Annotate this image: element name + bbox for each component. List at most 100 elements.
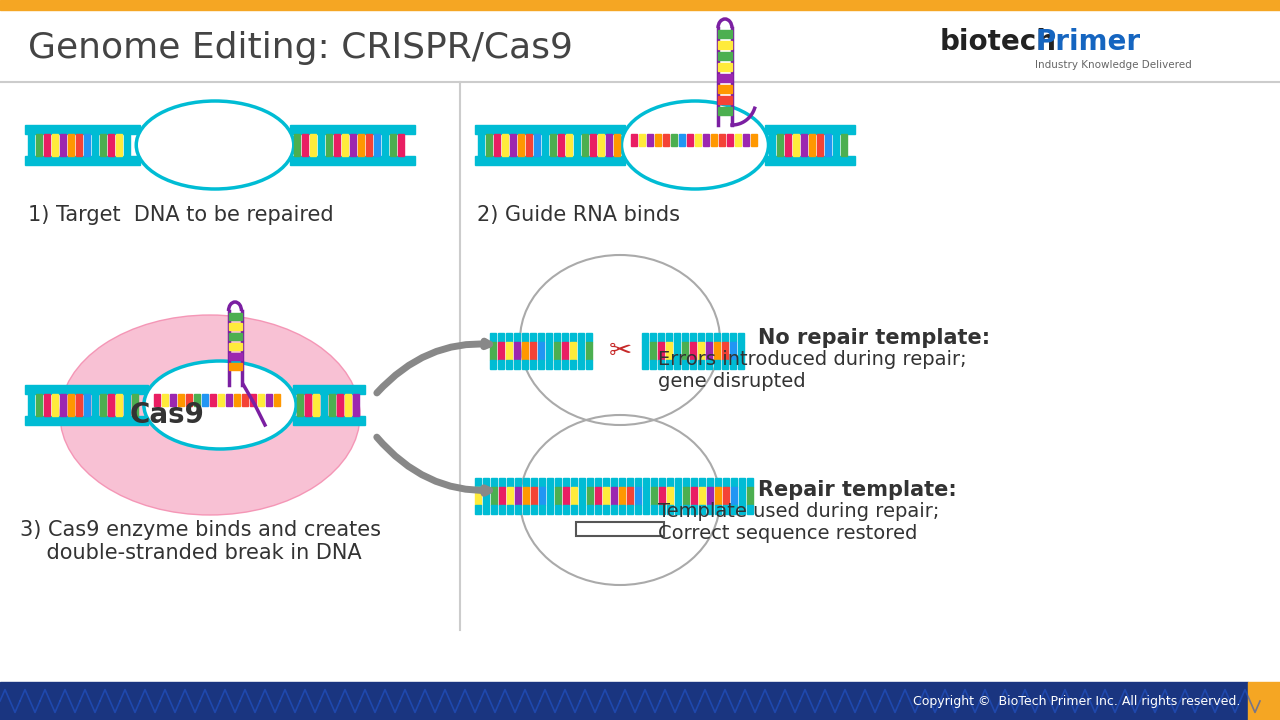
Bar	[169, 394, 175, 406]
Bar	[620, 505, 625, 514]
Bar	[620, 487, 625, 505]
Bar	[570, 333, 576, 342]
Bar	[655, 134, 660, 146]
Bar	[643, 360, 648, 369]
Bar	[274, 394, 279, 406]
Bar	[305, 394, 311, 416]
Bar	[522, 342, 529, 360]
Text: biotech: biotech	[940, 28, 1057, 56]
Bar	[718, 74, 732, 82]
Bar	[293, 416, 365, 425]
Bar	[524, 487, 529, 505]
Bar	[739, 342, 744, 360]
Bar	[684, 478, 689, 487]
Bar	[507, 505, 513, 514]
Bar	[570, 342, 576, 360]
Bar	[739, 505, 745, 514]
Bar	[92, 134, 99, 156]
Bar	[498, 333, 504, 342]
Bar	[475, 487, 481, 505]
Text: ✂: ✂	[608, 337, 631, 365]
Bar	[716, 505, 721, 514]
Bar	[643, 487, 649, 505]
Bar	[547, 342, 552, 360]
Bar	[718, 96, 732, 104]
Bar	[727, 134, 733, 146]
Bar	[716, 487, 721, 505]
Bar	[833, 134, 838, 156]
Bar	[748, 505, 753, 514]
Bar	[590, 134, 596, 156]
Bar	[0, 682, 1248, 720]
Bar	[76, 134, 82, 156]
Bar	[291, 125, 415, 134]
Bar	[652, 487, 657, 505]
Bar	[586, 333, 591, 342]
Bar	[579, 333, 584, 342]
Bar	[722, 360, 728, 369]
Bar	[730, 342, 736, 360]
Bar	[366, 134, 372, 156]
Bar	[547, 478, 553, 487]
Bar	[731, 478, 737, 487]
Bar	[483, 478, 489, 487]
Bar	[691, 505, 698, 514]
Bar	[586, 360, 591, 369]
Bar	[718, 52, 732, 60]
Bar	[751, 134, 756, 146]
Bar	[698, 360, 704, 369]
Text: 1) Target  DNA to be repaired: 1) Target DNA to be repaired	[28, 205, 334, 225]
Bar	[603, 487, 609, 505]
Bar	[312, 394, 319, 416]
Bar	[52, 394, 58, 416]
Bar	[477, 134, 484, 156]
Bar	[699, 487, 705, 505]
Bar	[132, 394, 138, 416]
Bar	[26, 156, 140, 165]
Bar	[731, 487, 737, 505]
Bar	[730, 333, 736, 342]
Bar	[707, 478, 713, 487]
Bar	[739, 360, 744, 369]
Bar	[687, 134, 692, 146]
Bar	[518, 134, 524, 156]
Bar	[723, 487, 730, 505]
Bar	[494, 134, 500, 156]
Bar	[675, 360, 680, 369]
Bar	[635, 505, 641, 514]
Bar	[730, 360, 736, 369]
Bar	[0, 0, 1280, 10]
Bar	[826, 134, 831, 156]
Bar	[675, 505, 681, 514]
Bar	[582, 134, 588, 156]
Bar	[603, 478, 609, 487]
Bar	[595, 487, 602, 505]
Bar	[522, 333, 529, 342]
Bar	[499, 487, 506, 505]
Bar	[352, 394, 358, 416]
Bar	[531, 478, 538, 487]
Bar	[124, 394, 131, 416]
Bar	[576, 522, 664, 536]
Bar	[691, 478, 698, 487]
Bar	[666, 342, 672, 360]
Bar	[509, 134, 516, 156]
Bar	[562, 342, 568, 360]
Text: Repair template:: Repair template:	[758, 480, 956, 500]
Bar	[698, 333, 704, 342]
Bar	[716, 478, 721, 487]
Bar	[334, 134, 340, 156]
Bar	[643, 342, 648, 360]
Bar	[44, 134, 50, 156]
Bar	[650, 360, 657, 369]
Bar	[742, 134, 749, 146]
Bar	[571, 505, 577, 514]
Bar	[294, 134, 300, 156]
Bar	[178, 394, 183, 406]
Bar	[28, 394, 35, 416]
Bar	[691, 487, 698, 505]
Bar	[538, 342, 544, 360]
Bar	[539, 505, 545, 514]
Bar	[801, 134, 806, 156]
Bar	[515, 360, 520, 369]
